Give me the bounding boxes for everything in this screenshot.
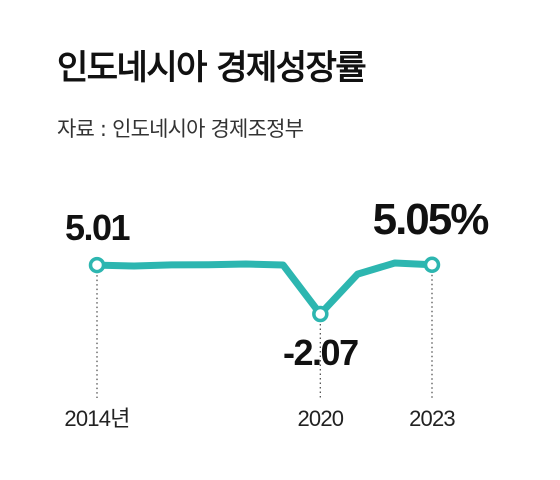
chart-title: 인도네시아 경제성장률	[57, 48, 367, 88]
point-marker-2014	[88, 256, 106, 274]
x-tick-label-2020: 2020	[297, 406, 343, 431]
point-marker-2020	[312, 305, 329, 323]
data-label-2023: 5.05%	[373, 195, 489, 244]
chart-source: 자료 : 인도네시아 경제조정부	[57, 117, 304, 141]
series-line	[93, 259, 436, 318]
data-label-2020: -2.07	[283, 332, 358, 373]
data-label-2014: 5.01	[65, 207, 131, 248]
x-tick-label-2023: 2023	[409, 406, 455, 431]
x-tick-label-2014: 2014년	[64, 406, 129, 431]
point-marker-2023	[423, 256, 441, 274]
